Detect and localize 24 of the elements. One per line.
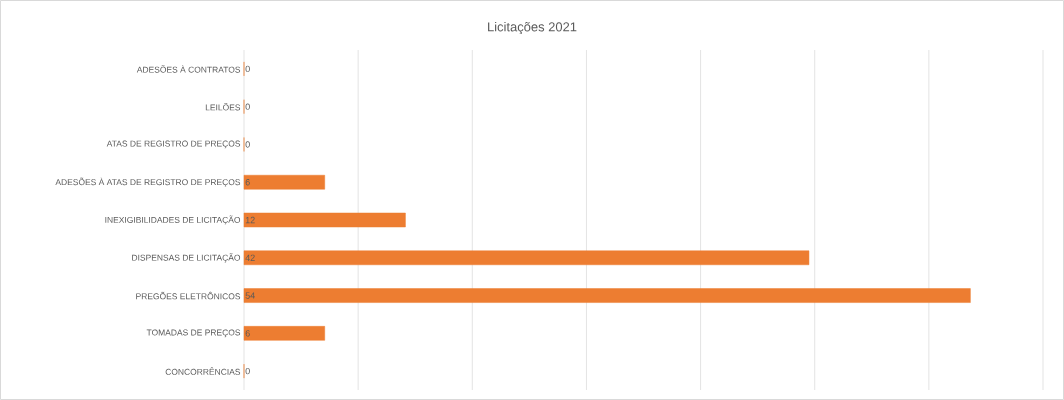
y-tick-label: INEXIGIBILIDADES DE LICITAÇÃO (105, 215, 241, 225)
data-label: 12 (245, 216, 255, 224)
y-tick-label: ATAS DE REGISTRO DE PREÇOS (106, 140, 241, 149)
data-label: 0 (245, 65, 250, 73)
data-label: 42 (245, 254, 255, 261)
y-tick-label: PREGÕES ELETRÔNICOS (136, 291, 241, 300)
data-label: 54 (245, 292, 255, 299)
y-tick-label: ADESÕES À ATAS DE REGISTRO DE PREÇOS (55, 177, 241, 187)
chart-title: Licitações 2021 (488, 21, 577, 35)
data-label: 6 (245, 179, 250, 186)
y-tick-label: TOMADAS DE PREÇOS (146, 329, 241, 338)
data-label: 0 (245, 103, 250, 110)
y-tick-label: DISPENSAS DE LICITAÇÃO (132, 253, 241, 263)
data-label: 6 (245, 330, 250, 337)
data-label: 0 (245, 367, 250, 375)
y-tick-label: LEILÕES (205, 102, 241, 111)
bar (243, 288, 971, 303)
bar (243, 212, 406, 228)
bar (243, 326, 325, 341)
y-tick-label: CONCORRÊNCIAS (165, 367, 241, 375)
data-label: 0 (245, 141, 250, 148)
y-tick-label: ADESÕES À CONTRATOS (136, 65, 241, 73)
bar (243, 174, 325, 190)
bar (243, 250, 810, 266)
